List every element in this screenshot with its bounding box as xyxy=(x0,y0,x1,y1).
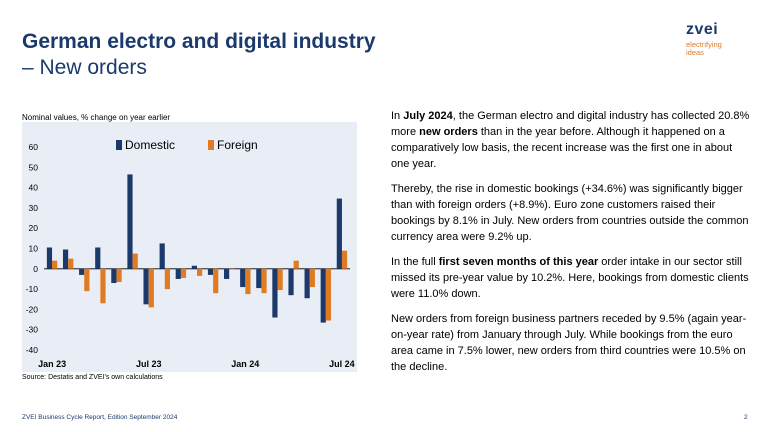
bar-foreign xyxy=(180,268,187,278)
paragraph-1: In July 2024, the German electro and dig… xyxy=(391,110,750,170)
bar-domestic xyxy=(191,265,197,269)
footer-text: ZVEI Business Cycle Report, Edition Sept… xyxy=(22,414,178,421)
paragraph-2: Thereby, the rise in domestic bookings (… xyxy=(391,183,749,243)
y-tick-label: -10 xyxy=(26,284,39,294)
zvei-logo: zvei electrifying ideas xyxy=(686,22,746,57)
x-tick-label: Jan 23 xyxy=(38,359,66,369)
y-tick-label: -30 xyxy=(26,325,39,335)
bar-foreign xyxy=(197,268,203,276)
bar-foreign xyxy=(261,268,267,294)
bar-domestic xyxy=(224,268,230,279)
bar-foreign xyxy=(309,268,315,288)
y-tick-label: 40 xyxy=(29,183,39,193)
paragraph-3: In the full first seven months of this y… xyxy=(391,256,749,300)
bar-domestic xyxy=(143,268,149,305)
legend-swatch-foreign xyxy=(208,140,214,150)
bar-foreign xyxy=(277,268,283,291)
bar-domestic xyxy=(240,268,246,288)
bar-domestic xyxy=(175,268,181,279)
y-tick-label: 30 xyxy=(29,203,39,213)
bar-domestic xyxy=(111,268,117,284)
bar-chart: 60 50 40 30 20 10 0 -10 -20 -30 -40 Jan 23 Jul 23 Jan… xyxy=(26,138,355,369)
legend-label-foreign: Foreign xyxy=(217,138,258,152)
chart-source: Source: Destatis and ZVEI's own calculat… xyxy=(22,374,163,381)
bar-foreign xyxy=(100,268,106,304)
commentary: In July 2024, the German electro and dig… xyxy=(391,108,751,384)
bar-domestic xyxy=(336,198,342,269)
logo-tagline-1: electrifying xyxy=(686,40,722,49)
bar-domestic xyxy=(304,268,310,299)
y-tick-label: 60 xyxy=(29,142,39,152)
bar-domestic xyxy=(159,243,165,269)
bar-domestic xyxy=(127,174,133,269)
x-tick-label: Jan 24 xyxy=(231,359,259,369)
page-title: German electro and digital industry xyxy=(22,30,376,53)
bar-foreign xyxy=(325,268,332,321)
bar-foreign xyxy=(341,250,348,269)
y-tick-label: -40 xyxy=(26,345,39,355)
bar-foreign xyxy=(148,268,154,308)
y-tick-label: 0 xyxy=(33,264,38,274)
bar-domestic xyxy=(320,268,326,323)
y-tick-label: 10 xyxy=(29,244,39,254)
bar-foreign xyxy=(116,268,122,282)
bar-domestic xyxy=(272,268,278,318)
chart-panel: 60 50 40 30 20 10 0 -10 -20 -30 -40 Jan 23 Jul 23 Jan… xyxy=(22,122,357,372)
logo-tagline-2: ideas xyxy=(686,48,704,57)
bar-foreign xyxy=(132,253,138,269)
bar-foreign xyxy=(164,268,170,290)
page-subtitle: – New orders xyxy=(22,56,147,79)
bar-domestic xyxy=(95,247,101,269)
y-tick-label: -20 xyxy=(26,304,39,314)
y-tick-label: 50 xyxy=(29,162,39,172)
bar-domestic xyxy=(62,249,69,269)
bar-foreign xyxy=(229,268,235,270)
bar-foreign xyxy=(245,268,251,295)
bar-domestic xyxy=(46,247,53,269)
bar-domestic xyxy=(207,268,214,275)
x-tick-label: Jul 23 xyxy=(136,359,162,369)
bar-domestic xyxy=(288,268,294,296)
logo-wordmark: zvei xyxy=(686,21,719,38)
chart-note: Nominal values, % change on year earlier xyxy=(22,113,171,122)
x-tick-label: Jul 24 xyxy=(329,359,355,369)
bar-foreign xyxy=(68,258,74,269)
paragraph-4: New orders from foreign business partner… xyxy=(391,313,747,373)
bar-foreign xyxy=(293,260,299,269)
bar-domestic xyxy=(256,268,262,289)
legend-swatch-domestic xyxy=(116,140,122,150)
bar-foreign xyxy=(213,268,219,294)
bar-domestic xyxy=(79,268,85,275)
bar-foreign xyxy=(84,268,90,292)
bar-foreign xyxy=(52,260,58,269)
legend-label-domestic: Domestic xyxy=(125,138,175,152)
y-tick-label: 20 xyxy=(29,223,39,233)
page-number: 2 xyxy=(744,414,748,421)
